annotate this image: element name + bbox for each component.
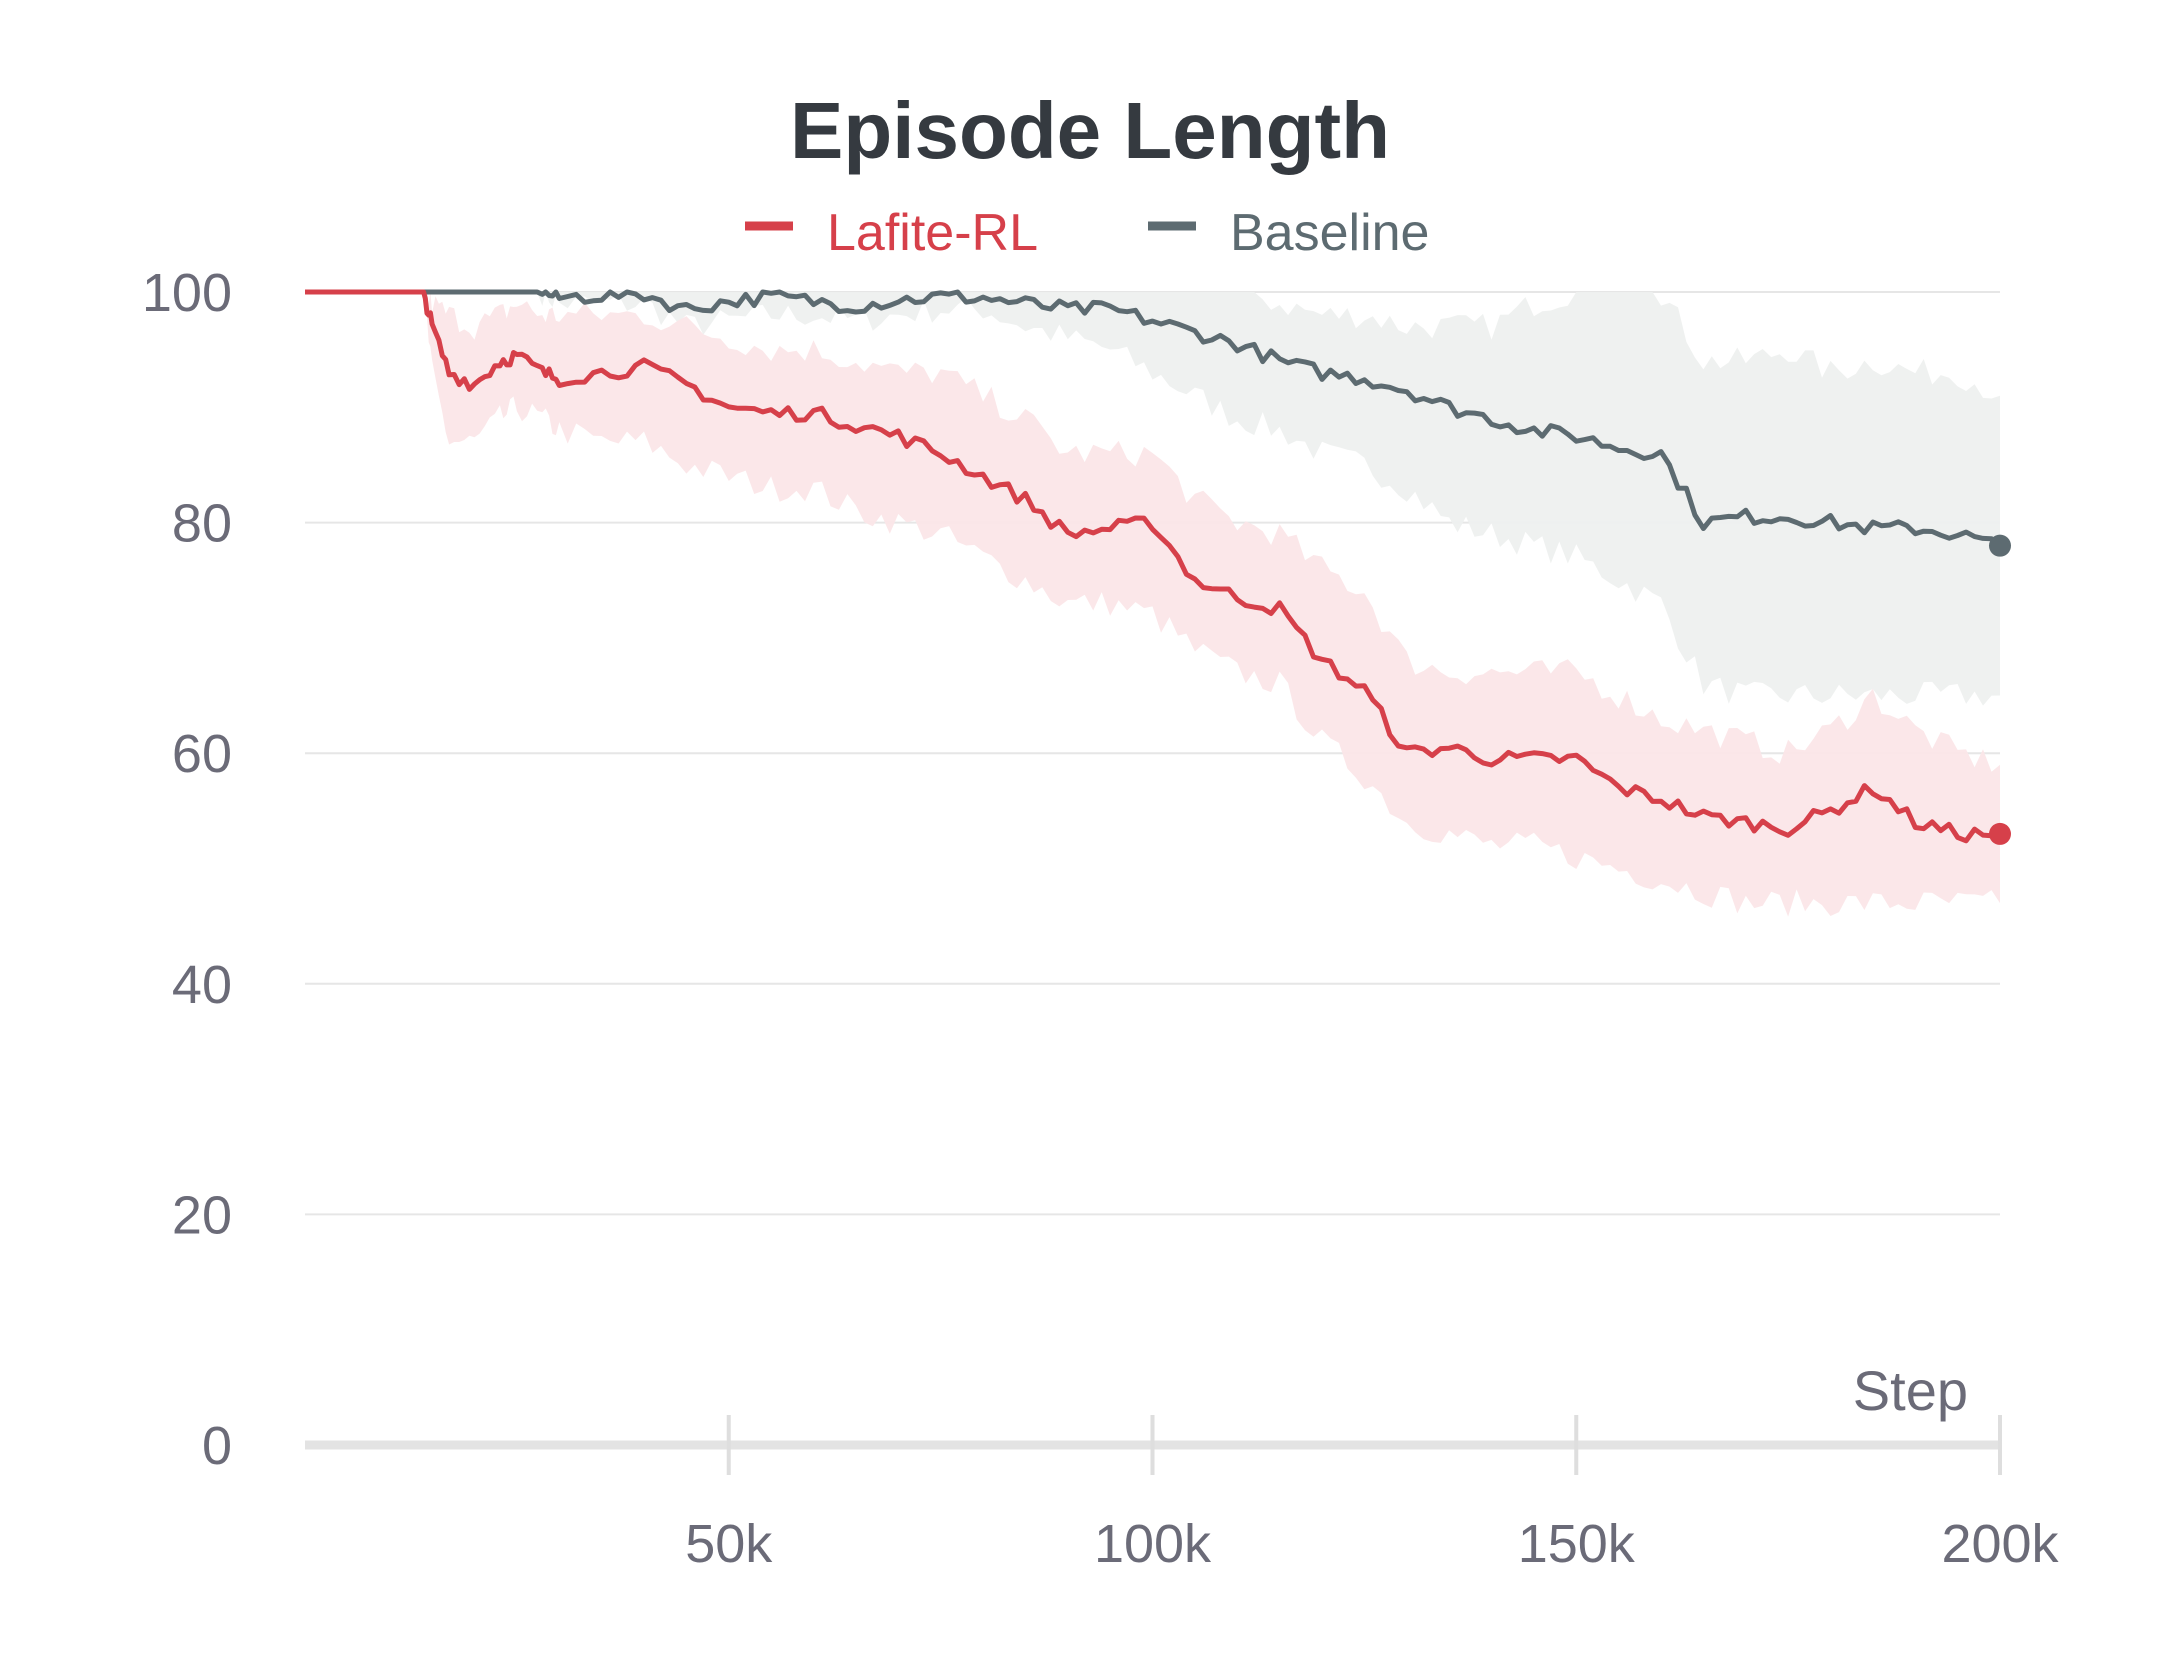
y-tick-label-0: 0 bbox=[202, 1416, 232, 1476]
y-tick-label-60: 60 bbox=[172, 724, 232, 784]
x-axis bbox=[305, 1415, 2002, 1475]
y-axis-tick-labels: 0 20 40 60 80 100 bbox=[142, 263, 232, 1476]
legend-label-lafite-rl: Lafite-RL bbox=[827, 204, 1038, 262]
x-axis-tick-labels: 50k 100k 150k 200k bbox=[685, 1514, 2059, 1574]
x-tick-label-150000: 150k bbox=[1518, 1514, 1636, 1574]
legend-item-baseline[interactable]: Baseline bbox=[1148, 204, 1429, 262]
band-baseline bbox=[305, 292, 2000, 706]
y-tick-label-100: 100 bbox=[142, 263, 232, 323]
x-axis-title: Step bbox=[1853, 1359, 1968, 1422]
x-tick-label-50000: 50k bbox=[685, 1514, 773, 1574]
x-tick-label-200000: 200k bbox=[1941, 1514, 2059, 1574]
y-tick-label-80: 80 bbox=[172, 494, 232, 554]
legend-item-lafite-rl[interactable]: Lafite-RL bbox=[745, 204, 1038, 262]
legend-label-baseline: Baseline bbox=[1230, 204, 1429, 262]
line-lafite-rl bbox=[305, 289, 2001, 844]
confidence-bands bbox=[305, 292, 2000, 917]
line-baseline bbox=[305, 289, 2002, 548]
y-tick-label-20: 20 bbox=[172, 1185, 232, 1245]
endpoint-baseline bbox=[1989, 534, 2011, 557]
chart-title: Episode Length bbox=[790, 86, 1390, 175]
series-lines bbox=[305, 289, 2011, 845]
y-tick-label-40: 40 bbox=[172, 955, 232, 1015]
endpoint-lafite-rl bbox=[1989, 822, 2011, 845]
legend[interactable]: Lafite-RL Baseline bbox=[745, 204, 1429, 262]
x-tick-label-100000: 100k bbox=[1094, 1514, 1212, 1574]
band-lafite-rl bbox=[305, 292, 2000, 917]
